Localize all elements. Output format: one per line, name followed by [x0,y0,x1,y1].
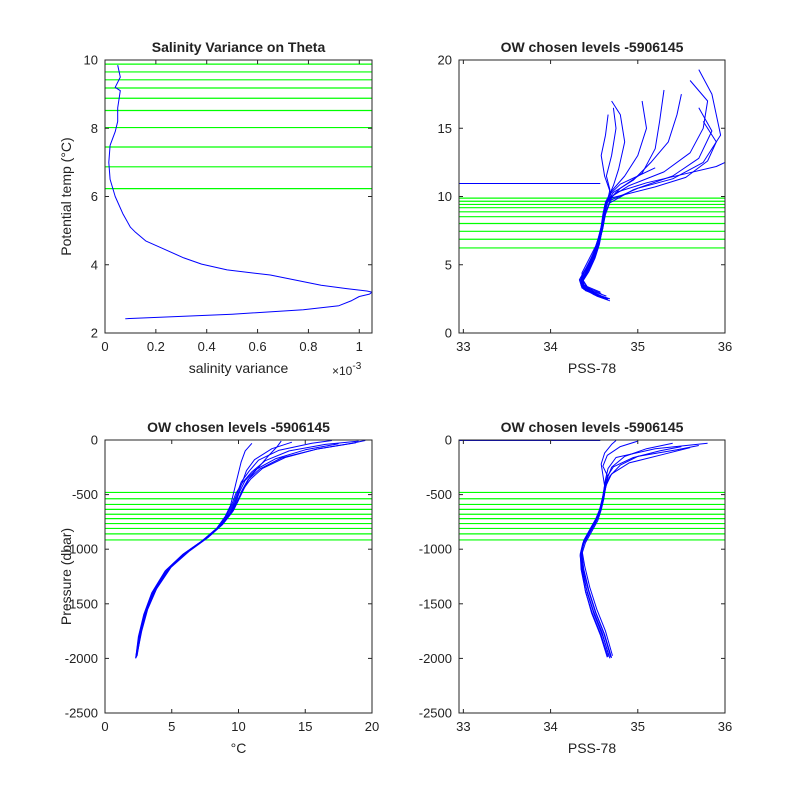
series-line [581,440,638,659]
x-tick-label: 35 [631,339,645,354]
series-line [136,442,357,657]
y-tick-label: 0 [445,326,452,341]
x-tick-label: 0.2 [147,339,165,354]
x-tick-label: 33 [456,339,470,354]
series-line [135,441,293,658]
series-line [579,446,682,658]
y-tick-label: -500 [72,487,98,502]
panel-2: 33 34 35 36 0 5 10 15 20 OW chosen levels -590614… [438,39,733,376]
y-tick-label: 0 [445,433,452,448]
x-tick-label: 0.8 [299,339,317,354]
y-tick-label: 20 [438,53,452,68]
x-tick-label: 5 [168,719,175,734]
x-tick-label: 33 [456,719,470,734]
series-line [108,64,372,320]
x-tick-label: 35 [631,719,645,734]
y-axis-label: Potential temp (°C) [58,137,74,255]
y-tick-label: -2000 [419,651,452,666]
y-tick-label: 10 [84,53,98,68]
y-tick-label: -500 [426,487,452,502]
y-tick-label: -1500 [419,596,452,611]
series-line [580,445,699,658]
y-tick-label: -2500 [419,706,452,721]
series-line [136,440,282,656]
axes-box [104,439,373,714]
x-tick-label: 0.4 [198,339,216,354]
chart-title: OW chosen levels -5906145 [501,39,684,55]
x-tick-label: 36 [718,719,732,734]
series-line [581,69,722,300]
y-tick-label: 10 [438,189,452,204]
plot-area [459,440,725,659]
series-line [580,167,656,302]
x-tick-label: 36 [718,339,732,354]
series-line [579,93,682,301]
series-line [579,89,665,299]
plot-area [105,63,372,320]
series-line [135,442,253,659]
chart-title: OW chosen levels -5906145 [147,419,330,435]
plot-area [459,69,725,302]
panel-1: 0 0.2 0.4 0.6 0.8 1 2 4 6 8 10 Salinity Variance on… [58,39,373,378]
x-axis-label: PSS-78 [568,360,616,376]
axes-box [104,59,373,334]
y-axis-label: Pressure (dbar) [58,528,74,625]
series-line [135,440,332,658]
chart-title: OW chosen levels -5906145 [501,419,684,435]
x-tick-label: 10 [231,719,245,734]
series-line [580,442,673,659]
y-tick-label: 2 [91,326,98,341]
series-line [581,121,717,300]
y-tick-label: -1000 [65,542,98,557]
x-tick-label: 0 [101,339,108,354]
x-tick-label: 15 [298,719,312,734]
panel-4: 33 34 35 36 -2500 -2000 -1500 -1000 -500 0 OW chos… [419,419,732,756]
y-tick-label: 8 [91,121,98,136]
y-tick-label: 15 [438,121,452,136]
panel-3: 0 5 10 15 20 -2500 -2000 -1500 -1000 -500 0 OW chos… [58,419,379,756]
x-tick-label: 34 [543,339,557,354]
chart-title: Salinity Variance on Theta [152,39,326,55]
y-tick-label: 4 [91,257,98,272]
y-tick-label: 6 [91,189,98,204]
x-axis-label: PSS-78 [568,740,616,756]
x-exponent-label: ×10-3 [332,361,362,378]
y-tick-label: 0 [91,433,98,448]
y-tick-label: -2000 [65,651,98,666]
x-axis-label: °C [231,740,247,756]
y-tick-label: 5 [445,257,452,272]
series-line [580,440,617,657]
y-tick-label: -2500 [65,706,98,721]
x-tick-label: 34 [543,719,557,734]
axes-box [458,439,726,714]
x-exponent-power: -3 [352,361,361,372]
x-tick-label: 20 [365,719,379,734]
x-axis-label: salinity variance [189,360,289,376]
y-tick-label: -1000 [419,542,452,557]
y-tick-label: -1500 [65,596,98,611]
x-tick-label: 0 [101,719,108,734]
plot-area [105,440,372,659]
x-tick-label: 0.6 [249,339,267,354]
x-exponent-base: ×10 [332,364,353,378]
x-tick-label: 1 [356,339,363,354]
